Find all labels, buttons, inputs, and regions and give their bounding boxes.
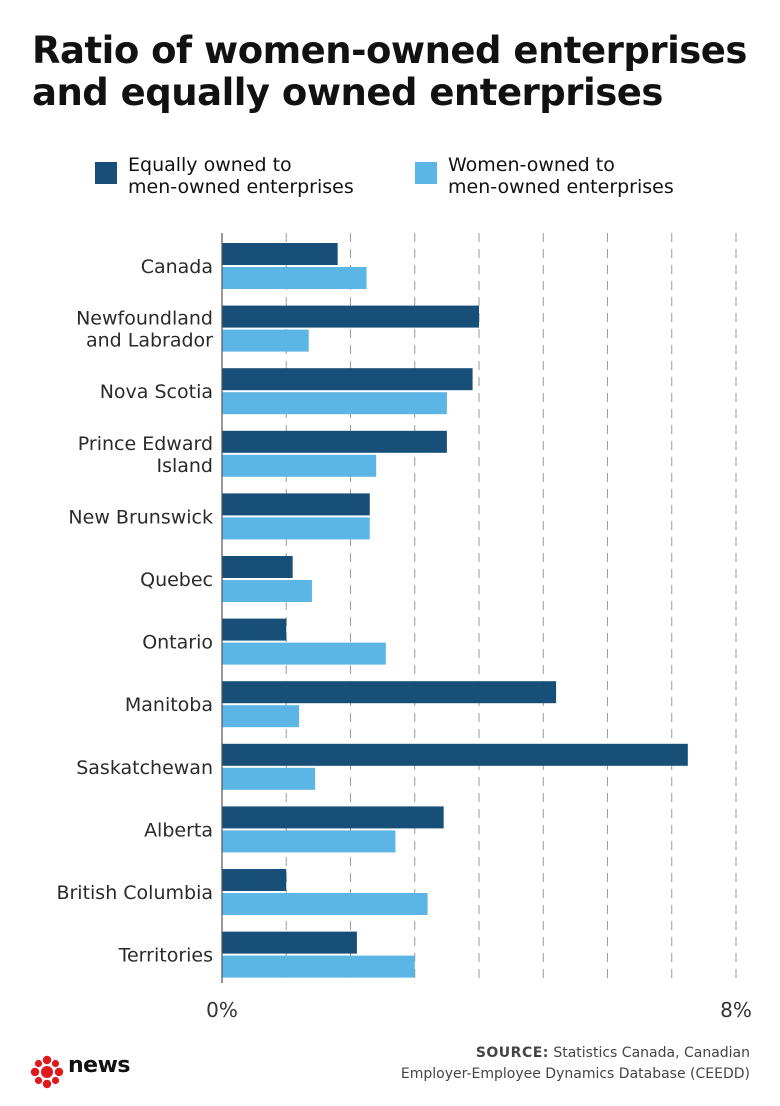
bar-equally-owned-6 bbox=[222, 618, 287, 641]
bar-equally-owned-2 bbox=[222, 368, 473, 391]
legend-swatch-women-owned bbox=[415, 162, 437, 184]
bar-women-owned-8 bbox=[222, 767, 316, 790]
bar-equally-owned-9 bbox=[222, 806, 444, 829]
bar-women-owned-7 bbox=[222, 705, 300, 728]
category-label-8: Saskatchewan bbox=[76, 757, 213, 779]
bar-equally-owned-0 bbox=[222, 243, 338, 265]
bar-women-owned-10 bbox=[222, 893, 428, 915]
bar-women-owned-4 bbox=[222, 517, 370, 540]
legend-label-equally-owned-line-1: Equally owned to bbox=[128, 154, 292, 176]
source-text-1: Statistics Canada, Canadian bbox=[553, 1045, 750, 1061]
category-label-4: New Brunswick bbox=[68, 506, 213, 528]
category-label-3-line-2: Island bbox=[156, 455, 213, 477]
bar-equally-owned-1 bbox=[222, 305, 479, 328]
legend-label-equally-owned-line-2: men-owned enterprises bbox=[128, 176, 354, 198]
legend-label-women-owned: Women-owned to men-owned enterprises bbox=[448, 154, 674, 198]
logo-text: news bbox=[68, 1053, 131, 1078]
bar-women-owned-0 bbox=[222, 267, 367, 289]
legend-label-equally-owned: Equally owned to men-owned enterprises bbox=[128, 154, 354, 198]
category-label-5: Quebec bbox=[140, 569, 213, 591]
category-label-2: Nova Scotia bbox=[100, 381, 213, 403]
bar-women-owned-11 bbox=[222, 955, 415, 978]
bar-equally-owned-8 bbox=[222, 743, 688, 766]
source-line-1: SOURCE: Statistics Canada, Canadian bbox=[401, 1043, 750, 1064]
cbc-gem-icon bbox=[30, 1055, 64, 1089]
chart-title: Ratio of women-owned enterprises and equ… bbox=[32, 30, 762, 114]
bar-women-owned-2 bbox=[222, 392, 447, 415]
category-label-7: Manitoba bbox=[125, 694, 213, 716]
legend-label-women-owned-line-1: Women-owned to bbox=[448, 154, 615, 176]
category-label-3-line-1: Prince Edward bbox=[78, 433, 213, 455]
category-label-9: Alberta bbox=[144, 819, 213, 841]
bar-equally-owned-5 bbox=[222, 556, 293, 578]
x-tick-label-0: 0% bbox=[206, 998, 238, 1022]
bar-women-owned-3 bbox=[222, 454, 377, 477]
bar-women-owned-5 bbox=[222, 580, 312, 602]
bar-equally-owned-4 bbox=[222, 493, 370, 516]
chart-title-line-1: Ratio of women-owned enterprises bbox=[32, 29, 747, 72]
cbc-news-logo: news bbox=[30, 1053, 131, 1093]
chart-title-line-2: and equally owned enterprises bbox=[32, 71, 663, 114]
category-label-6: Ontario bbox=[142, 632, 213, 654]
category-label-1-line-2: and Labrador bbox=[86, 330, 213, 352]
bar-equally-owned-3 bbox=[222, 430, 447, 453]
source-line-2: Employer-Employee Dynamics Database (CEE… bbox=[400, 1066, 750, 1082]
bar-equally-owned-7 bbox=[222, 681, 557, 704]
legend-swatch-equally-owned bbox=[95, 162, 117, 184]
category-label-11: Territories bbox=[118, 945, 213, 967]
source-note: SOURCE: Statistics Canada, Canadian Empl… bbox=[401, 1043, 750, 1085]
category-label-1-line-1: Newfoundland bbox=[76, 308, 213, 330]
bar-women-owned-9 bbox=[222, 830, 396, 853]
source-label: SOURCE: bbox=[475, 1045, 549, 1061]
legend-label-women-owned-line-2: men-owned enterprises bbox=[448, 176, 674, 198]
category-label-10: British Columbia bbox=[56, 882, 213, 904]
bar-equally-owned-11 bbox=[222, 931, 357, 954]
bar-women-owned-6 bbox=[222, 642, 386, 665]
x-tick-label-8: 8% bbox=[720, 998, 752, 1022]
bar-women-owned-1 bbox=[222, 329, 309, 352]
bar-equally-owned-10 bbox=[222, 869, 287, 891]
category-label-0: Canada bbox=[141, 256, 213, 278]
